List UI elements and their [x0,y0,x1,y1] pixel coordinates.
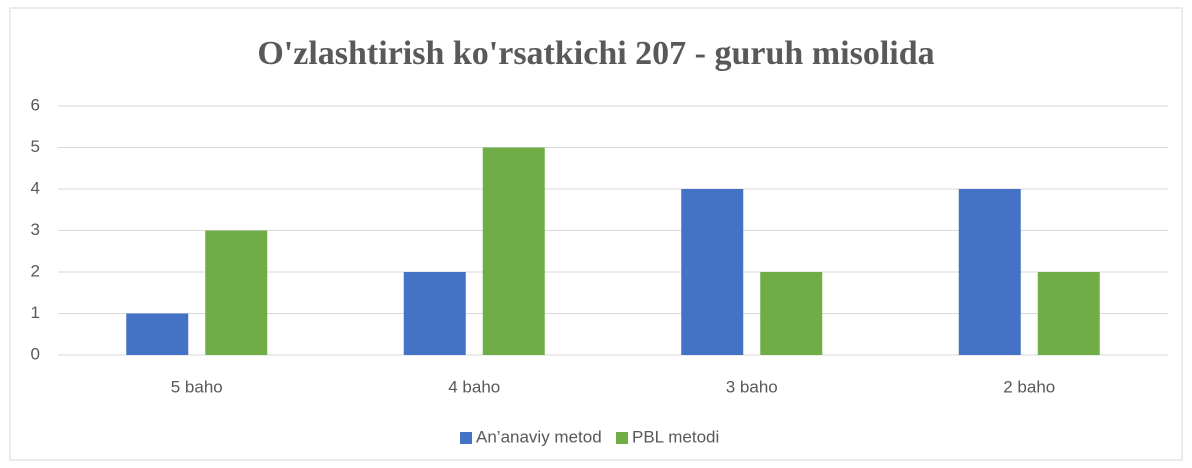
x-tick-label: 5 baho [171,377,223,396]
y-tick-label: 6 [31,95,40,114]
bar [482,147,545,355]
y-tick-label: 2 [31,261,40,280]
y-tick-label: 4 [31,178,40,197]
y-tick-label: 3 [31,220,40,239]
x-tick-label: 4 baho [448,377,500,396]
bar [760,272,823,355]
x-tick-label: 2 baho [1003,377,1055,396]
legend-label: PBL metodi [632,427,719,446]
bar [126,313,189,355]
legend-swatch [616,432,628,444]
bar [681,189,744,355]
legend-swatch [460,432,472,444]
legend-label: An’anaviy metod [476,427,602,446]
bar [1037,272,1100,355]
x-tick-label: 3 baho [726,377,778,396]
bar [205,230,268,355]
bar [958,189,1021,355]
y-tick-label: 0 [31,344,40,363]
y-tick-label: 5 [31,137,40,156]
chart-title: O'zlashtirish ko'rsatkichi 207 - guruh m… [257,35,934,72]
bar [403,272,466,355]
y-tick-label: 1 [31,303,40,322]
